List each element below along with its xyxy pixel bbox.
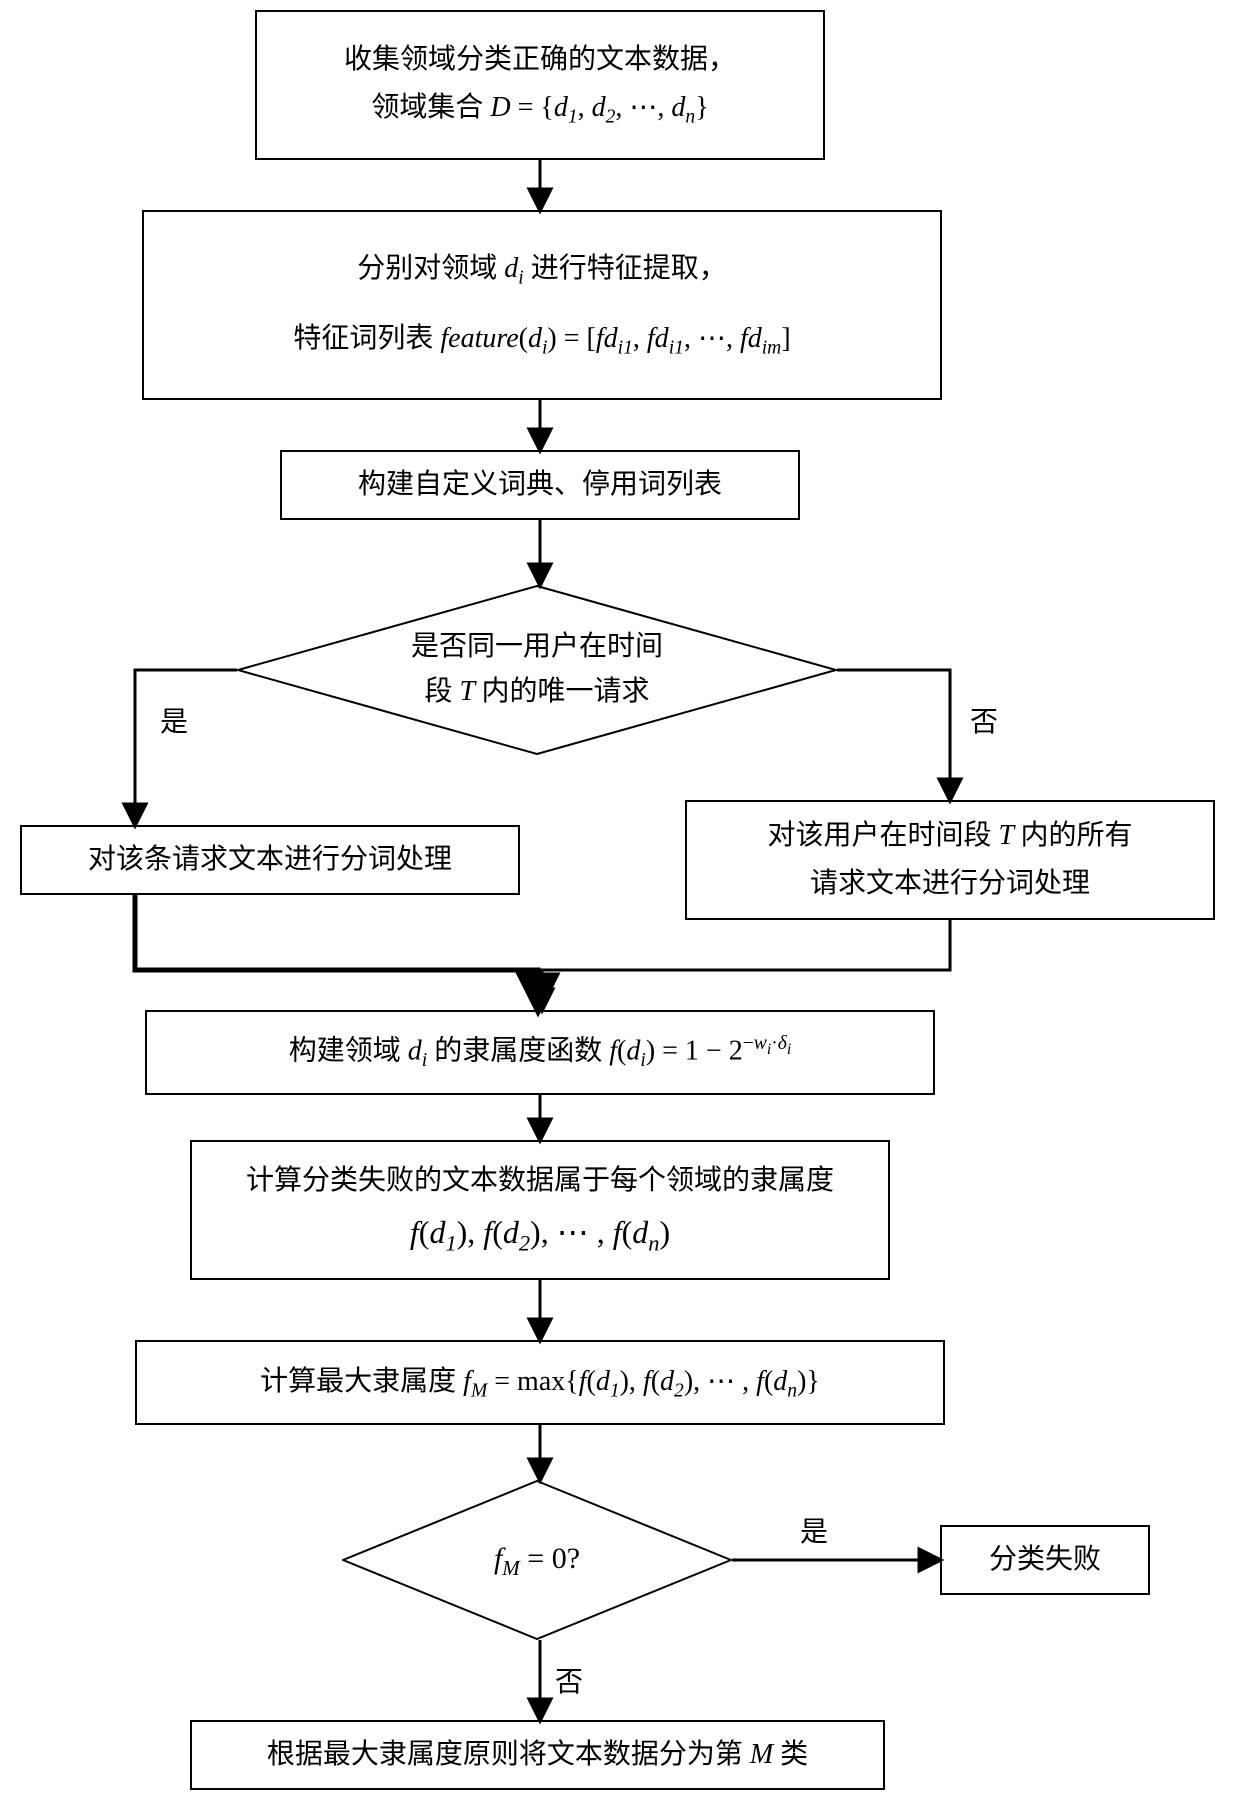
n9-text: 根据最大隶属度原则将文本数据分为第 M 类 [267, 1731, 808, 1779]
node-classify-fail: 分类失败 [940, 1525, 1150, 1595]
n2-line2: 特征词列表 feature(di) = [fdi1, fdi1, ⋯, fdim… [293, 315, 790, 365]
n5-text: 构建领域 di 的隶属度函数 f(di) = 1 − 2−wi·δi [289, 1027, 791, 1077]
decision-fm-zero: fM = 0? [342, 1480, 732, 1640]
node-membership-func: 构建领域 di 的隶属度函数 f(di) = 1 − 2−wi·δi [145, 1010, 935, 1095]
d2-text: fM = 0? [494, 1535, 580, 1586]
node-classify-m: 根据最大隶属度原则将文本数据分为第 M 类 [190, 1720, 885, 1790]
n6-line1: 计算分类失败的文本数据属于每个领域的隶属度 [246, 1157, 834, 1205]
d1-line2: 段 T 内的唯一请求 [424, 670, 649, 715]
node-calc-membership: 计算分类失败的文本数据属于每个领域的隶属度 f(d1), f(d2), ⋯ , … [190, 1140, 890, 1280]
n7-text: 计算最大隶属度 fM = max{f(d1), f(d2), ⋯ , f(dn)… [260, 1358, 820, 1408]
node-feature-extract: 分别对领域 di 进行特征提取， 特征词列表 feature(di) = [fd… [142, 210, 942, 400]
node-seg-all: 对该用户在时间段 T 内的所有 请求文本进行分词处理 [685, 800, 1215, 920]
label-d2-no: 否 [555, 1660, 583, 1700]
label-d1-no: 否 [970, 700, 998, 740]
n2-line1: 分别对领域 di 进行特征提取， [357, 245, 726, 295]
n4r-line1: 对该用户在时间段 T 内的所有 [767, 812, 1132, 860]
decision-unique-request: 是否同一用户在时间 段 T 内的唯一请求 [237, 585, 837, 755]
label-d2-yes: 是 [800, 1510, 828, 1550]
node-seg-single: 对该条请求文本进行分词处理 [20, 825, 520, 895]
node-max-membership: 计算最大隶属度 fM = max{f(d1), f(d2), ⋯ , f(dn)… [135, 1340, 945, 1425]
label-d1-yes: 是 [160, 700, 188, 740]
node-build-dict: 构建自定义词典、停用词列表 [280, 450, 800, 520]
n1-line2: 领域集合 D = {d1, d2, ⋯, dn} [371, 84, 708, 134]
n4l-text: 对该条请求文本进行分词处理 [88, 836, 452, 884]
n4r-line2: 请求文本进行分词处理 [810, 860, 1090, 908]
node-collect-data: 收集领域分类正确的文本数据， 领域集合 D = {d1, d2, ⋯, dn} [255, 10, 825, 160]
n6-line2: f(d1), f(d2), ⋯ , f(dn) [410, 1205, 670, 1262]
n1-line1: 收集领域分类正确的文本数据， [344, 36, 736, 84]
d1-line1: 是否同一用户在时间 [411, 625, 663, 670]
n3-text: 构建自定义词典、停用词列表 [358, 461, 722, 509]
n8-text: 分类失败 [989, 1536, 1101, 1584]
